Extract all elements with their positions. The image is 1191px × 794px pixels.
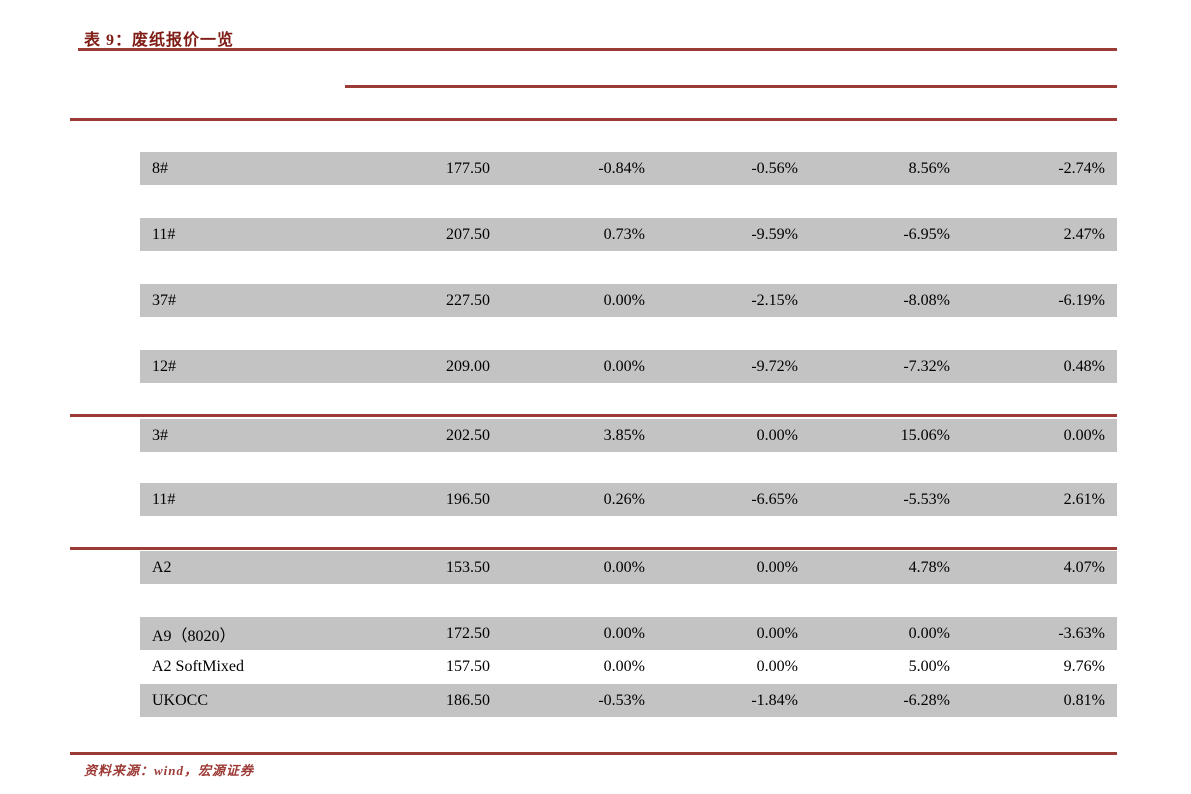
change-cell: 0.00% [603, 558, 645, 576]
source-note: 资料来源：wind，宏源证券 [84, 763, 255, 778]
row-name-cell: A2 [152, 558, 172, 576]
change-cell: 0.00% [756, 624, 798, 642]
change-cell: 3.85% [603, 426, 645, 444]
price-cell: 177.50 [446, 159, 490, 177]
row-name-cell: 37# [152, 291, 176, 309]
change-cell: 5.00% [908, 658, 950, 675]
row-name-cell: 3# [152, 426, 168, 444]
price-cell: 157.50 [446, 658, 490, 675]
change-cell: -6.19% [1058, 291, 1105, 309]
price-cell: 202.50 [446, 426, 490, 444]
price-cell: 227.50 [446, 291, 490, 309]
row-name-cell: A9（8020） [152, 627, 236, 645]
change-cell: 4.07% [1063, 558, 1105, 576]
change-cell: 0.00% [603, 291, 645, 309]
table-row-highlighted: A2 SoftMixed 157.50 0.00% 0.00% 5.00% 9.… [140, 650, 1117, 684]
change-cell: 0.00% [1063, 426, 1105, 444]
change-cell: -2.15% [751, 291, 798, 309]
change-cell: -0.53% [598, 691, 645, 709]
change-cell: -7.32% [903, 357, 950, 375]
row-name-cell: 8# [152, 159, 168, 177]
change-cell: 0.73% [603, 225, 645, 243]
change-cell: 15.06% [900, 426, 950, 444]
table-row: UKOCC 186.50 -0.53% -1.84% -6.28% 0.81% [140, 684, 1117, 717]
price-cell: 207.50 [446, 225, 490, 243]
table-row: 12# 209.00 0.00% -9.72% -7.32% 0.48% [140, 350, 1117, 383]
section-divider-rule [70, 547, 1117, 550]
change-cell: 0.00% [756, 426, 798, 444]
row-name-cell: 11# [152, 490, 176, 508]
price-cell: 186.50 [446, 691, 490, 709]
table-row: A9（8020） 172.50 0.00% 0.00% 0.00% -3.63% [140, 617, 1117, 650]
table-row: 3# 202.50 3.85% 0.00% 15.06% 0.00% [140, 419, 1117, 452]
change-cell: 0.00% [603, 624, 645, 642]
row-name-cell: 12# [152, 357, 176, 375]
row-name-cell: A2 SoftMixed [152, 658, 244, 675]
change-cell: 0.48% [1063, 357, 1105, 375]
change-cell: 4.78% [908, 558, 950, 576]
table-header-bottom-rule [70, 118, 1117, 121]
table-row: 11# 207.50 0.73% -9.59% -6.95% 2.47% [140, 218, 1117, 251]
change-cell: -3.63% [1058, 624, 1105, 642]
change-cell: -6.95% [903, 225, 950, 243]
change-cell: -8.08% [903, 291, 950, 309]
price-cell: 153.50 [446, 558, 490, 576]
change-cell: -5.53% [903, 490, 950, 508]
change-cell: -9.72% [751, 357, 798, 375]
change-cell: 0.81% [1063, 691, 1105, 709]
change-cell: -6.28% [903, 691, 950, 709]
row-name-cell: 11# [152, 225, 176, 243]
price-cell: 209.00 [446, 357, 490, 375]
price-cell: 172.50 [446, 624, 490, 642]
change-cell: -2.74% [1058, 159, 1105, 177]
change-cell: 0.26% [603, 490, 645, 508]
table-row: 37# 227.50 0.00% -2.15% -8.08% -6.19% [140, 284, 1117, 317]
change-cell: 2.47% [1063, 225, 1105, 243]
change-cell: 0.00% [603, 357, 645, 375]
change-cell: -6.65% [751, 490, 798, 508]
row-name-cell: UKOCC [152, 691, 209, 709]
change-cell: 8.56% [908, 159, 950, 177]
change-cell: 0.00% [756, 658, 798, 675]
change-cell: 2.61% [1063, 490, 1105, 508]
change-cell: -0.84% [598, 159, 645, 177]
table-row: 11# 196.50 0.26% -6.65% -5.53% 2.61% [140, 483, 1117, 516]
price-cell: 196.50 [446, 490, 490, 508]
change-cell: -0.56% [751, 159, 798, 177]
table-row: 8# 177.50 -0.84% -0.56% 8.56% -2.74% [140, 152, 1117, 185]
change-cell: 0.00% [603, 658, 645, 675]
table-header-top-rule [345, 85, 1117, 88]
change-cell: 0.00% [908, 624, 950, 642]
title-underline-rule [78, 48, 1117, 51]
change-cell: -9.59% [751, 225, 798, 243]
section-divider-rule [70, 414, 1117, 417]
change-cell: 9.76% [1063, 658, 1105, 675]
table-bottom-rule [70, 752, 1117, 755]
table-title: 表 9：废纸报价一览 [84, 32, 235, 49]
change-cell: 0.00% [756, 558, 798, 576]
change-cell: -1.84% [751, 691, 798, 709]
table-row: A2 153.50 0.00% 0.00% 4.78% 4.07% [140, 551, 1117, 584]
